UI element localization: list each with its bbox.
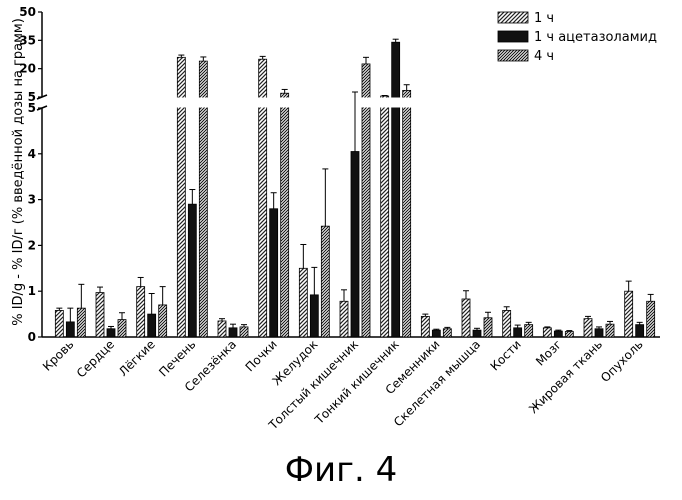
y-tick-label: 4 bbox=[28, 147, 36, 161]
x-tick-label: Опухоль bbox=[598, 337, 646, 385]
legend: 1 ч 1 ч ацетазоламид 4 ч bbox=[498, 11, 657, 64]
x-tick-label: Лёгкие bbox=[116, 337, 158, 379]
legend-swatch bbox=[498, 50, 528, 61]
bar-chart: % ID/g - % ID/г (% введённой дозы на гра… bbox=[0, 0, 682, 460]
bar bbox=[159, 305, 167, 337]
bar bbox=[554, 331, 562, 337]
y-tick-label: 2 bbox=[28, 238, 36, 252]
y-tick-label: 3 bbox=[28, 193, 36, 207]
bar bbox=[565, 332, 573, 337]
bar bbox=[462, 299, 470, 337]
legend-swatch bbox=[498, 12, 528, 23]
bar-break bbox=[176, 98, 186, 108]
bar-break bbox=[402, 98, 412, 108]
y-tick-label: 0 bbox=[28, 330, 36, 344]
bar bbox=[137, 287, 145, 337]
bar bbox=[107, 329, 115, 337]
bar bbox=[625, 291, 633, 337]
bar bbox=[443, 329, 451, 337]
y-tick-label: 50 bbox=[19, 5, 36, 19]
bar-break bbox=[280, 98, 290, 108]
bar-break bbox=[380, 98, 390, 108]
bar bbox=[321, 226, 329, 337]
bar bbox=[229, 328, 237, 337]
bar-break bbox=[198, 98, 208, 108]
y-tick-label: 35 bbox=[19, 33, 36, 47]
x-tick-label: Мозг bbox=[533, 337, 564, 368]
bar bbox=[299, 268, 307, 337]
bar bbox=[281, 93, 289, 337]
legend-label: 1 ч bbox=[534, 11, 554, 26]
bar bbox=[55, 310, 63, 337]
bar bbox=[484, 318, 492, 337]
bar bbox=[351, 152, 359, 337]
bar bbox=[595, 329, 603, 337]
bar bbox=[543, 328, 551, 337]
legend-swatch bbox=[498, 31, 528, 42]
bar bbox=[403, 90, 411, 337]
x-tick-label: Кости bbox=[488, 337, 524, 373]
y-tick-label: 5 bbox=[28, 90, 36, 104]
bar bbox=[118, 320, 126, 337]
x-tick-label: Кровь bbox=[40, 337, 77, 374]
figure-caption: Фиг. 4 bbox=[0, 450, 682, 490]
bar bbox=[96, 293, 104, 337]
bar bbox=[606, 324, 614, 337]
y-tick-label: 1 bbox=[28, 284, 36, 298]
bar bbox=[647, 301, 655, 337]
bar bbox=[310, 295, 318, 337]
bar bbox=[421, 316, 429, 337]
x-tick-label: Почки bbox=[243, 337, 280, 374]
x-tick-label: Сердце bbox=[74, 337, 117, 380]
bar bbox=[584, 319, 592, 337]
bar bbox=[240, 327, 248, 337]
bar bbox=[503, 310, 511, 337]
bar bbox=[188, 204, 196, 337]
bar-break bbox=[391, 98, 401, 108]
bar bbox=[218, 321, 226, 337]
bar bbox=[473, 330, 481, 337]
bar bbox=[525, 325, 533, 337]
bar bbox=[432, 330, 440, 337]
bar bbox=[66, 322, 74, 337]
x-tick-label: Жировая ткань bbox=[526, 337, 605, 416]
bar bbox=[392, 42, 400, 337]
bar bbox=[636, 325, 644, 337]
bar-break bbox=[258, 98, 268, 108]
legend-label: 1 ч ацетазоламид bbox=[534, 30, 657, 45]
bar bbox=[514, 328, 522, 337]
legend-label: 4 ч bbox=[534, 49, 554, 64]
bar bbox=[148, 314, 156, 337]
bar bbox=[381, 96, 389, 337]
bar bbox=[270, 209, 278, 337]
bar-break bbox=[361, 98, 371, 108]
bar bbox=[340, 301, 348, 337]
bar bbox=[77, 308, 85, 337]
y-tick-label: 20 bbox=[19, 62, 36, 76]
